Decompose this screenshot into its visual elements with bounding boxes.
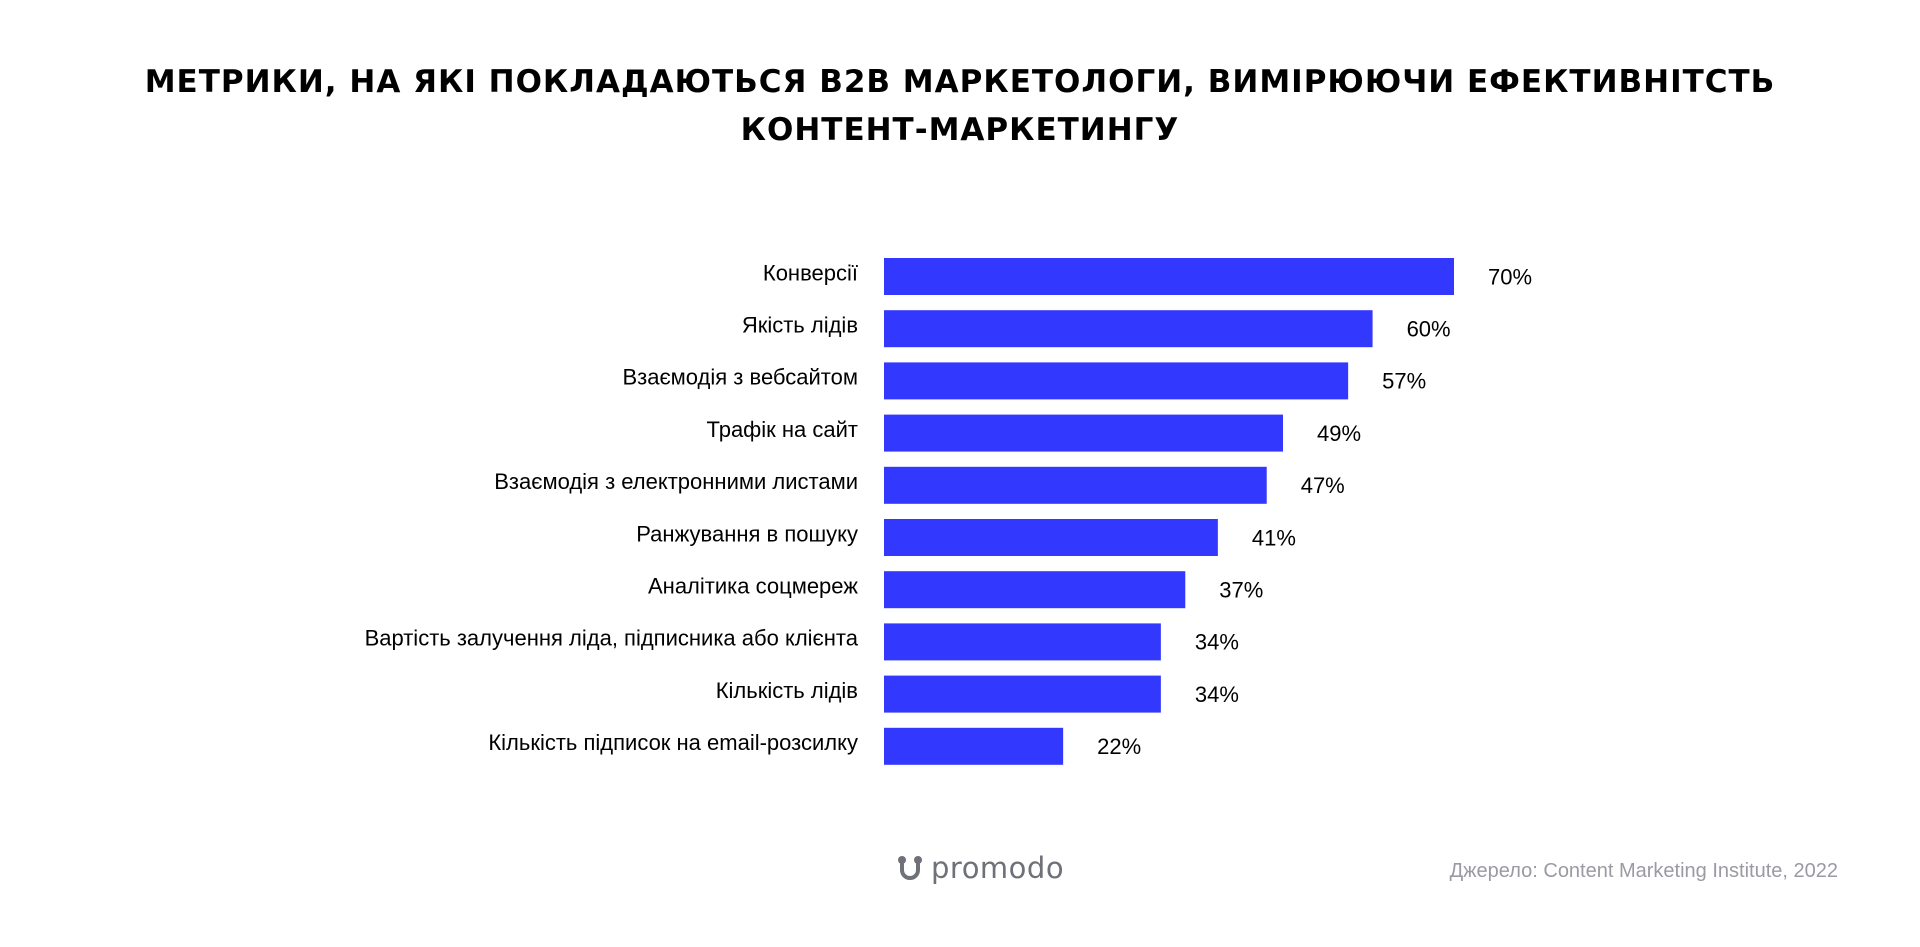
- category-label: Вартість залучення ліда, підписника або …: [365, 626, 859, 651]
- bar: [884, 362, 1349, 400]
- promodo-logo-icon: [898, 856, 922, 880]
- value-label: 57%: [1382, 369, 1426, 394]
- category-label: Взаємодія з електронними листами: [494, 469, 858, 494]
- bar: [884, 519, 1218, 556]
- bar: [884, 623, 1161, 661]
- category-label: Аналітика соцмереж: [648, 574, 858, 599]
- category-label: Конверсії: [763, 260, 858, 285]
- bar: [884, 466, 1267, 504]
- value-label: 34%: [1195, 630, 1239, 655]
- category-label: Кількість лідів: [716, 678, 858, 703]
- promodo-logo: promodo: [895, 848, 1064, 888]
- category-label: Якість лідів: [742, 313, 858, 338]
- category-label: Кількість підписок на email-розсилку: [488, 730, 858, 755]
- category-label: Трафік на сайт: [707, 417, 859, 442]
- bar: [884, 675, 1161, 713]
- source-note: Джерело: Content Marketing Institute, 20…: [1449, 860, 1838, 882]
- value-label: 41%: [1252, 525, 1296, 550]
- category-label: Взаємодія з вебсайтом: [622, 365, 858, 390]
- value-label: 49%: [1317, 421, 1361, 446]
- category-label: Ранжування в пошуку: [636, 521, 858, 546]
- logo-text: promodo: [931, 851, 1065, 885]
- value-label: 37%: [1219, 578, 1263, 603]
- value-label: 47%: [1301, 473, 1345, 498]
- chart-title: МЕТРИКИ, НА ЯКІ ПОКЛАДАЮТЬСЯ B2B МАРКЕТО…: [0, 58, 1920, 154]
- bar: [884, 571, 1186, 609]
- bar: [884, 258, 1454, 295]
- chart-title-line-1: МЕТРИКИ, НА ЯКІ ПОКЛАДАЮТЬСЯ B2B МАРКЕТО…: [144, 64, 1776, 100]
- value-label: 70%: [1488, 264, 1532, 289]
- chart-title-line-2: КОНТЕНТ-МАРКЕТИНГУ: [740, 112, 1180, 148]
- value-label: 60%: [1407, 317, 1451, 342]
- bar: [884, 727, 1064, 765]
- bar: [884, 414, 1283, 452]
- bar-chart: Конверсії 70% Якість лідів 60% Взаємодія з в…: [365, 258, 1532, 765]
- value-label: 34%: [1195, 682, 1239, 707]
- value-label: 22%: [1097, 734, 1141, 759]
- bar: [884, 310, 1373, 348]
